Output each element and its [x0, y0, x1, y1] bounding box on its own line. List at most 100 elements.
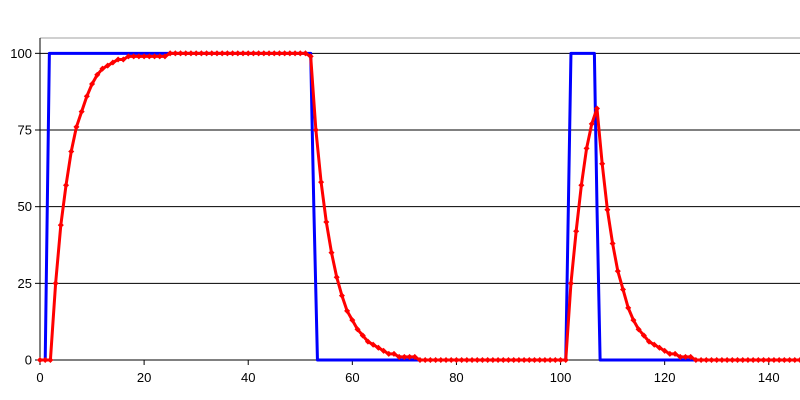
series-1-point-77 [437, 356, 444, 364]
grid-layer [40, 37, 800, 284]
series-1-point-33 [208, 50, 215, 57]
series-1-point-13 [104, 62, 111, 69]
series-1-point-43 [260, 50, 267, 57]
series-1-point-15 [115, 56, 122, 63]
series-1-point-72 [411, 353, 418, 360]
series-1-point-87 [489, 356, 496, 364]
series-1-point-11 [94, 71, 101, 78]
series-1-point-51 [302, 50, 309, 57]
series-1-point-59 [344, 307, 351, 314]
series-1-point-132 [724, 356, 731, 364]
series-1-point-56 [328, 249, 335, 256]
series-1-point-35 [219, 50, 226, 57]
axis-layer [35, 38, 800, 365]
y-tick-label-75: 75 [18, 123, 32, 138]
series-1-point-46 [276, 50, 283, 57]
series-1-point-125 [687, 353, 694, 360]
series-layer [36, 50, 800, 364]
series-1-point-109 [604, 206, 611, 213]
series-1-point-118 [651, 341, 658, 348]
series-1-point-26 [172, 50, 179, 57]
series-1-point-42 [255, 50, 262, 57]
series-1-point-94 [526, 356, 533, 364]
series-1-point-100 [557, 356, 564, 364]
series-1-point-3 [52, 280, 59, 287]
y-tick-label-25: 25 [18, 276, 32, 291]
series-1-point-84 [474, 356, 481, 364]
series-1-point-75 [427, 356, 434, 364]
series-1-point-134 [734, 356, 741, 364]
x-tick-label-20: 20 [137, 370, 151, 385]
series-1-point-31 [198, 50, 205, 57]
series-1-point-2 [47, 356, 54, 364]
series-1-point-88 [495, 356, 502, 364]
series-1-point-52 [307, 53, 314, 60]
series-1-point-53 [312, 126, 319, 134]
series-1-point-68 [390, 350, 397, 357]
series-1-point-28 [182, 50, 189, 57]
series-1-point-97 [541, 356, 548, 364]
series-1-point-95 [531, 356, 538, 364]
series-1-point-114 [630, 317, 637, 324]
x-tick-label-100: 100 [550, 370, 572, 385]
series-1-point-133 [729, 356, 736, 364]
series-1-point-48 [286, 50, 293, 57]
series-1-point-101 [562, 356, 569, 364]
x-tick-label-60: 60 [345, 370, 359, 385]
series-1-point-44 [266, 50, 273, 57]
series-1-point-117 [646, 338, 653, 345]
series-1-point-126 [692, 356, 699, 364]
series-1-point-119 [656, 344, 663, 351]
series-1-point-60 [349, 317, 356, 324]
series-1-point-70 [401, 353, 408, 360]
series-1-point-40 [245, 50, 252, 57]
series-1-point-49 [292, 50, 299, 57]
series-1-point-71 [406, 353, 413, 360]
series-1-point-104 [578, 182, 585, 189]
series-1-point-16 [120, 56, 127, 63]
series-1-point-79 [448, 356, 455, 364]
series-1-point-92 [515, 356, 522, 364]
series-1-point-69 [396, 353, 403, 360]
series-1-point-21 [146, 53, 153, 60]
series-1-point-145 [791, 356, 798, 364]
series-1-point-80 [453, 356, 460, 364]
series-1-point-8 [78, 108, 85, 115]
series-1-point-37 [229, 50, 236, 57]
series-1-point-7 [73, 123, 80, 130]
tick-label-layer: 0 25 50 75 100 0 20 40 60 80 100 120 140 [10, 46, 779, 385]
series-1-point-19 [135, 53, 142, 60]
series-1-point-54 [318, 179, 325, 186]
series-1-point-1 [42, 356, 49, 364]
series-1-point-64 [370, 341, 377, 348]
series-1-point-66 [380, 347, 387, 354]
x-tick-label-80: 80 [449, 370, 463, 385]
series-1-point-73 [416, 356, 424, 364]
series-1-point-99 [552, 356, 559, 364]
series-1-point-57 [333, 274, 340, 281]
series-1-point-144 [786, 356, 793, 364]
series-1-point-20 [141, 53, 148, 60]
series-1-point-105 [583, 145, 590, 152]
series-1-point-62 [359, 332, 366, 339]
series-1-point-137 [750, 356, 757, 364]
series-1-point-89 [500, 356, 507, 364]
y-tick-label-50: 50 [18, 199, 32, 214]
series-1-point-111 [614, 268, 621, 275]
series-1-point-141 [770, 356, 777, 364]
series-1-point-122 [672, 350, 679, 357]
series-1-point-45 [271, 50, 278, 57]
x-tick-label-120: 120 [654, 370, 676, 385]
series-1-point-128 [703, 356, 710, 364]
series-1-point-85 [479, 356, 486, 364]
series-1-point-135 [739, 356, 746, 364]
series-1-point-113 [625, 304, 632, 311]
series-1-point-93 [521, 356, 528, 364]
series-1-point-39 [239, 50, 247, 57]
series-1-point-123 [677, 353, 684, 360]
series-1-point-38 [234, 50, 241, 57]
series-1-point-61 [354, 326, 361, 333]
y-tick-label-100: 100 [10, 46, 32, 61]
